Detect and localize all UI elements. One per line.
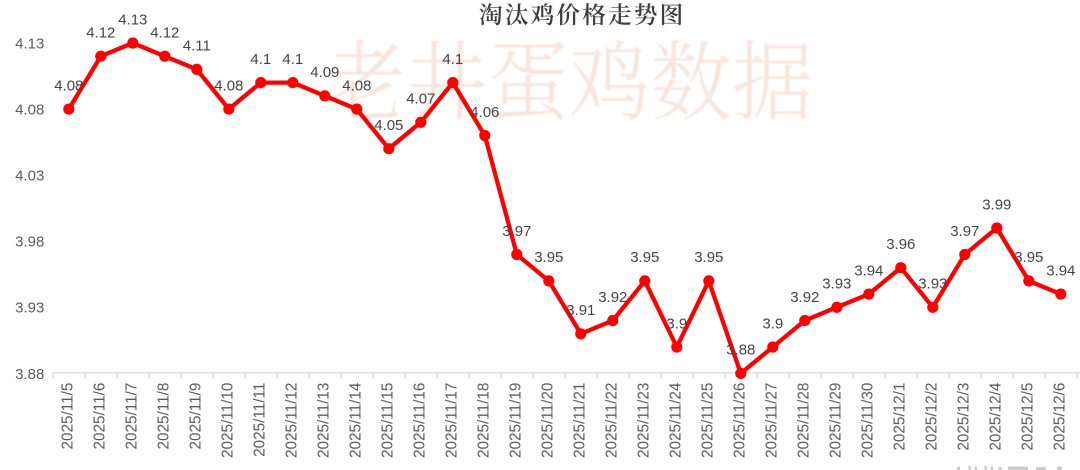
svg-text:2025/11/25: 2025/11/25 bbox=[700, 383, 717, 458]
svg-text:3.99: 3.99 bbox=[982, 196, 1011, 213]
svg-text:2025/12/6: 2025/12/6 bbox=[1052, 383, 1069, 451]
svg-text:4.12: 4.12 bbox=[86, 25, 115, 42]
svg-text:2025/11/17: 2025/11/17 bbox=[444, 383, 461, 458]
svg-text:2025/11/11: 2025/11/11 bbox=[252, 383, 269, 457]
svg-text:3.92: 3.92 bbox=[790, 289, 819, 306]
svg-text:4.06: 4.06 bbox=[470, 104, 499, 121]
svg-text:2025/11/29: 2025/11/29 bbox=[828, 383, 845, 458]
svg-text:4.08: 4.08 bbox=[214, 77, 243, 94]
svg-text:4.12: 4.12 bbox=[150, 25, 179, 42]
svg-text:2025/12/4: 2025/12/4 bbox=[988, 382, 1005, 451]
svg-text:2025/11/20: 2025/11/20 bbox=[540, 383, 557, 458]
svg-text:2025/11/8: 2025/11/8 bbox=[156, 383, 173, 450]
svg-text:3.95: 3.95 bbox=[1014, 249, 1043, 266]
svg-text:2025/11/28: 2025/11/28 bbox=[796, 383, 813, 458]
svg-text:3.96: 3.96 bbox=[886, 236, 915, 253]
svg-text:4.13: 4.13 bbox=[15, 35, 44, 52]
svg-text:4.08: 4.08 bbox=[342, 77, 371, 94]
svg-text:2025/11/12: 2025/11/12 bbox=[284, 383, 301, 458]
svg-text:3.93: 3.93 bbox=[15, 300, 44, 317]
svg-text:4.11: 4.11 bbox=[183, 38, 211, 55]
svg-text:3.94: 3.94 bbox=[854, 262, 883, 279]
svg-text:2025/11/18: 2025/11/18 bbox=[476, 383, 493, 458]
svg-text:3.91: 3.91 bbox=[566, 302, 595, 319]
svg-text:3.95: 3.95 bbox=[630, 249, 659, 266]
svg-text:3.93: 3.93 bbox=[918, 276, 947, 293]
svg-text:4.05: 4.05 bbox=[374, 117, 403, 134]
svg-text:2025/12/3: 2025/12/3 bbox=[956, 383, 973, 451]
svg-text:2025/11/13: 2025/11/13 bbox=[316, 383, 333, 458]
svg-text:2025/11/30: 2025/11/30 bbox=[860, 383, 877, 458]
svg-text:4.1: 4.1 bbox=[282, 51, 303, 68]
svg-text:3.92: 3.92 bbox=[598, 289, 627, 306]
svg-text:3.98: 3.98 bbox=[15, 234, 44, 251]
svg-text:2025/12/5: 2025/12/5 bbox=[1020, 383, 1037, 451]
svg-text:2025/11/19: 2025/11/19 bbox=[508, 383, 525, 458]
svg-text:4.1: 4.1 bbox=[442, 51, 463, 68]
svg-text:4.1: 4.1 bbox=[250, 51, 271, 68]
svg-text:3.97: 3.97 bbox=[502, 223, 531, 240]
svg-text:4.08: 4.08 bbox=[54, 77, 83, 94]
svg-text:2025/11/10: 2025/11/10 bbox=[220, 383, 237, 458]
svg-text:2025/11/22: 2025/11/22 bbox=[604, 383, 621, 458]
svg-text:4.13: 4.13 bbox=[118, 11, 147, 28]
svg-text:4.03: 4.03 bbox=[15, 168, 44, 185]
svg-text:2025/11/9: 2025/11/9 bbox=[188, 383, 205, 450]
svg-text:3.9: 3.9 bbox=[762, 315, 783, 332]
svg-text:2025/11/16: 2025/11/16 bbox=[412, 383, 429, 458]
svg-text:2025/11/27: 2025/11/27 bbox=[764, 383, 781, 458]
svg-text:4.09: 4.09 bbox=[310, 64, 339, 81]
svg-text:2025/11/6: 2025/11/6 bbox=[92, 383, 109, 450]
svg-text:3.88: 3.88 bbox=[726, 342, 755, 359]
svg-text:3.93: 3.93 bbox=[822, 276, 851, 293]
svg-text:2025/11/5: 2025/11/5 bbox=[60, 383, 77, 450]
svg-text:2025/11/21: 2025/11/21 bbox=[572, 383, 589, 458]
svg-text:2025/11/14: 2025/11/14 bbox=[348, 382, 365, 458]
svg-text:4.07: 4.07 bbox=[406, 91, 435, 108]
svg-text:2025/12/1: 2025/12/1 bbox=[892, 383, 909, 451]
svg-text:2025/12/2: 2025/12/2 bbox=[924, 383, 941, 451]
svg-text:2025/11/15: 2025/11/15 bbox=[380, 383, 397, 458]
svg-text:4.08: 4.08 bbox=[15, 102, 44, 119]
svg-text:2025/11/26: 2025/11/26 bbox=[732, 383, 749, 458]
svg-text:3.95: 3.95 bbox=[534, 249, 563, 266]
svg-text:3.97: 3.97 bbox=[950, 223, 979, 240]
svg-text:2025/11/24: 2025/11/24 bbox=[668, 382, 685, 458]
svg-text:3.94: 3.94 bbox=[1046, 262, 1075, 279]
svg-text:2025/11/7: 2025/11/7 bbox=[124, 383, 141, 450]
svg-text:3.9: 3.9 bbox=[666, 315, 687, 332]
svg-text:3.95: 3.95 bbox=[694, 249, 723, 266]
svg-text:3.88: 3.88 bbox=[15, 366, 44, 383]
svg-text:2025/11/23: 2025/11/23 bbox=[636, 383, 653, 458]
